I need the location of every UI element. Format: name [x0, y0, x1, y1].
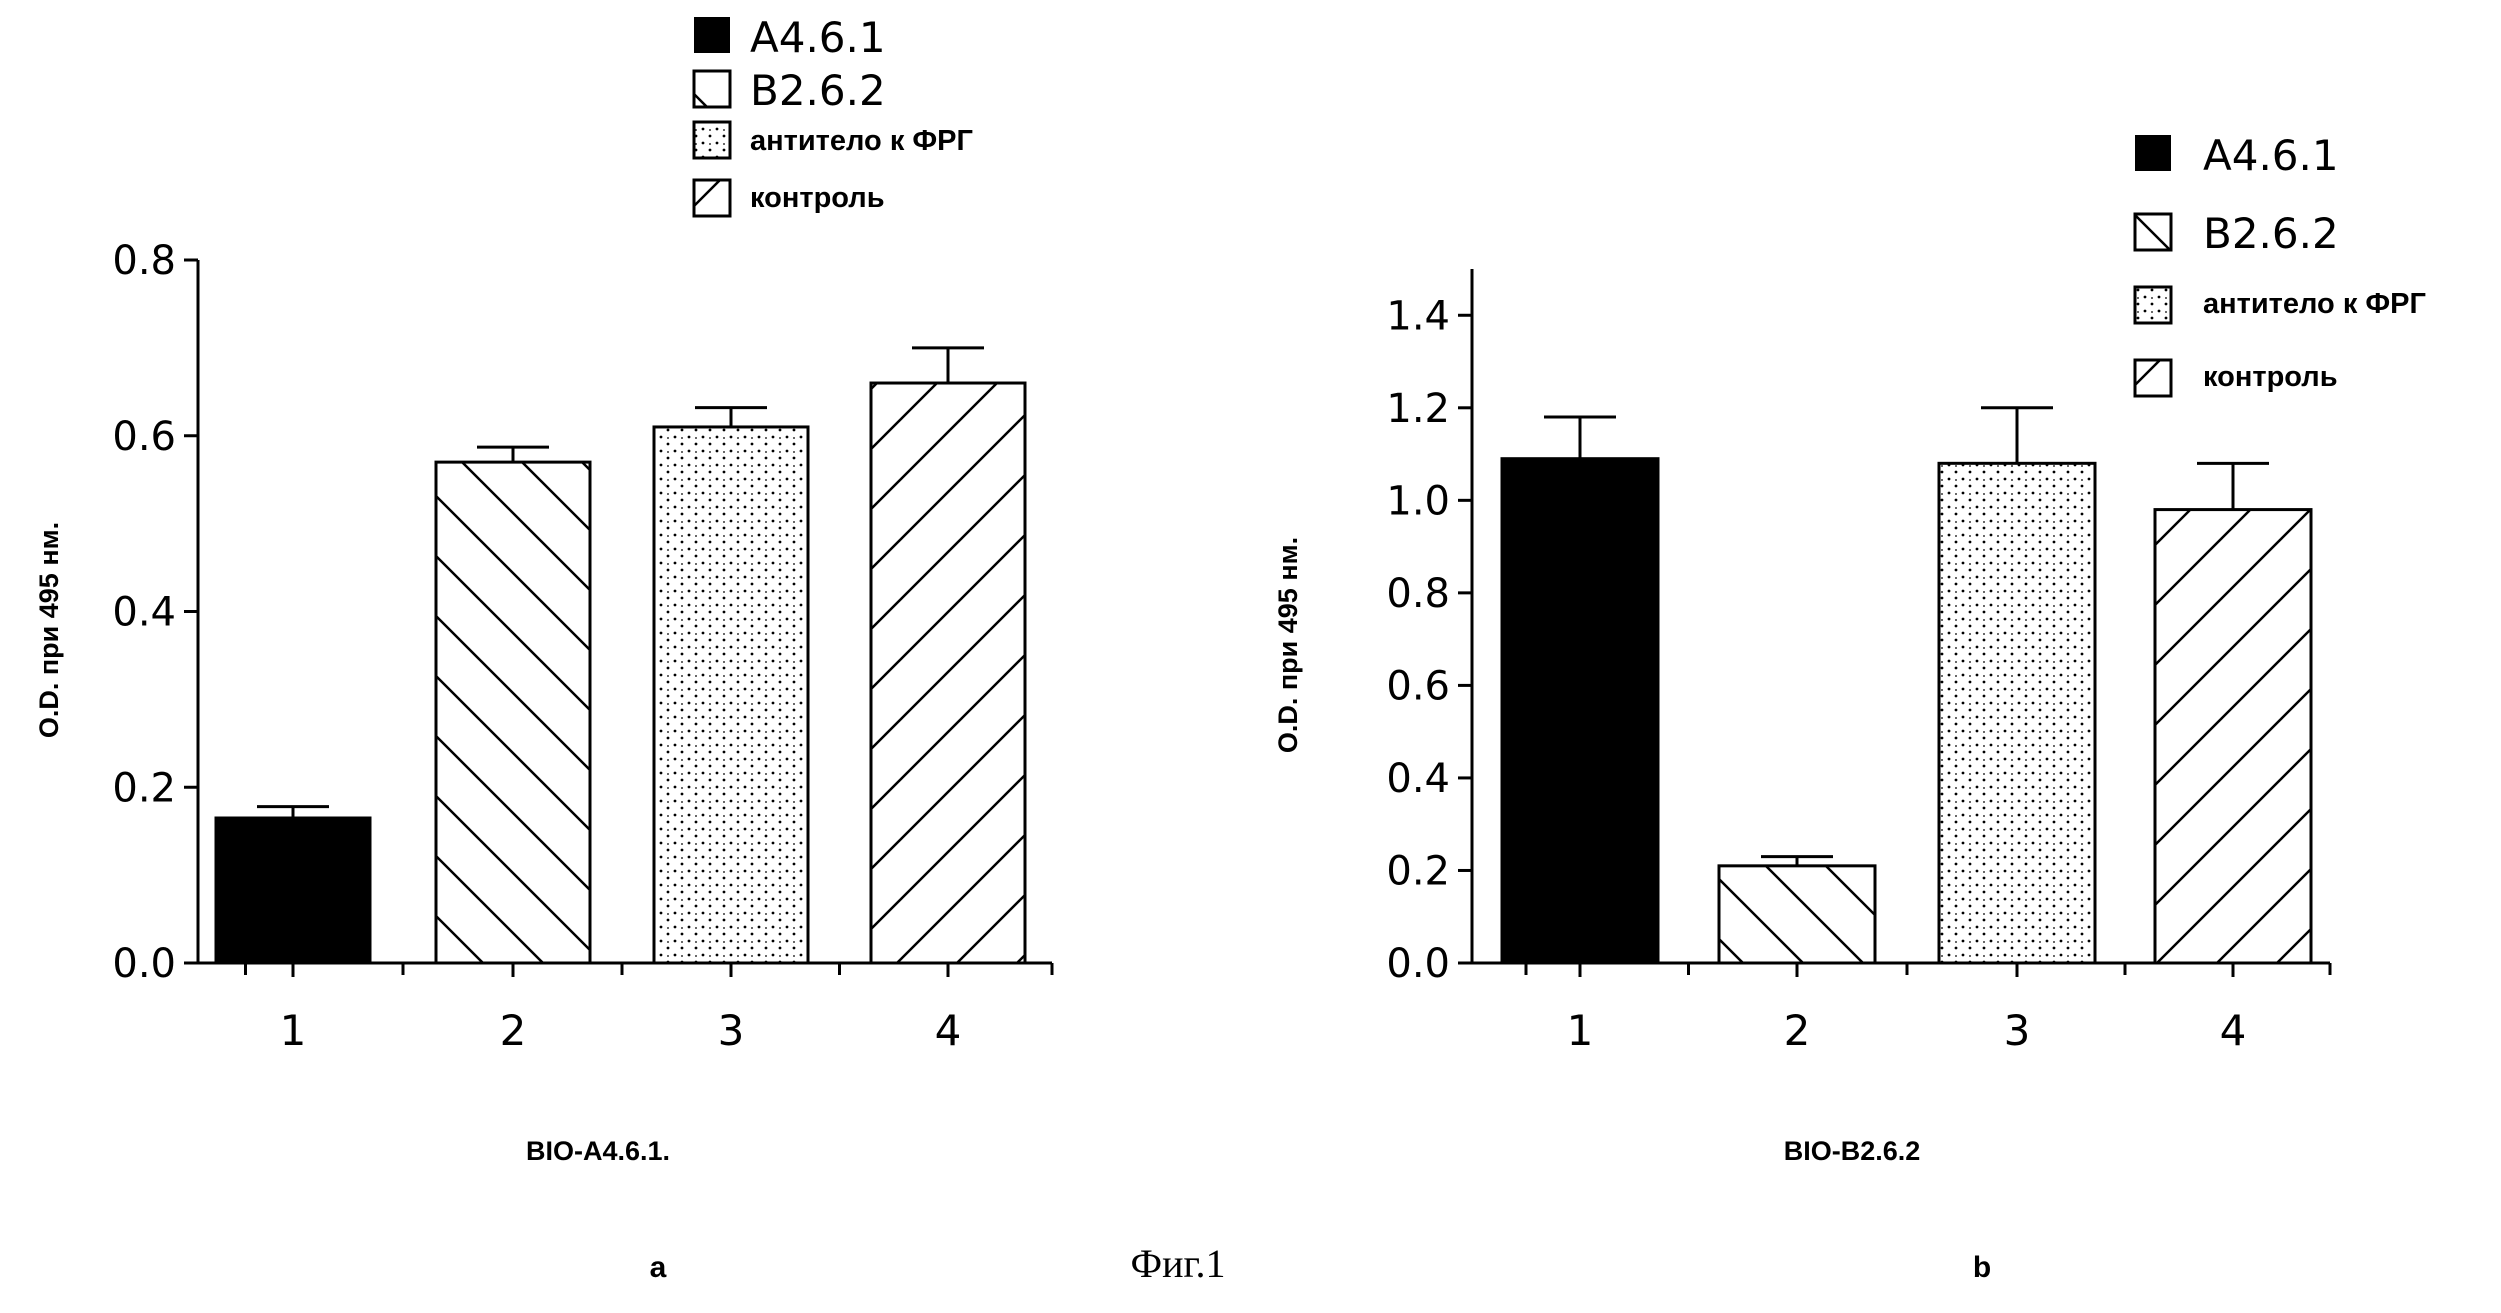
bar-b-1 — [1502, 459, 1658, 963]
bar-b-2 — [1719, 866, 1875, 963]
figure-caption: Фиг.1 — [1131, 1241, 1226, 1286]
y-tick-label-a: 0.6 — [112, 414, 176, 460]
y-axis-label-b: O.D. при 495 нм. — [1273, 537, 1303, 753]
legend-b-swatch-3 — [2135, 287, 2171, 323]
y-tick-label-a: 0.2 — [112, 765, 176, 811]
legend-a-label-2: B2.6.2 — [750, 66, 886, 115]
legend-a-label-4: контроль — [750, 182, 885, 214]
panel-a: A4.6.1 B2.6.2 антитело к ФРГ контроль O.… — [34, 13, 1052, 1284]
legend-a-label-1: A4.6.1 — [750, 13, 886, 62]
y-axis-label-a: O.D. при 495 нм. — [34, 522, 64, 738]
category-label-a-2: 2 — [500, 1006, 527, 1055]
legend-b: A4.6.1 B2.6.2 антитело к ФРГ контроль — [2135, 131, 2426, 396]
y-tick-label-b: 0.8 — [1386, 571, 1450, 617]
category-label-b-3: 3 — [2004, 1006, 2031, 1055]
chart-b: 0.0 0.2 0.4 0.6 0.8 1.0 1.2 1.4 1 2 3 4 — [1386, 269, 2330, 1055]
legend-b-label-4: контроль — [2203, 361, 2338, 393]
bar-b-4 — [2155, 510, 2311, 963]
bar-a-4 — [871, 383, 1025, 963]
bar-a-1 — [216, 818, 370, 963]
panel-label-a: a — [650, 1251, 667, 1284]
legend-b-swatch-4 — [2135, 360, 2171, 396]
bar-a-3 — [654, 427, 808, 963]
category-label-a-1: 1 — [280, 1006, 307, 1055]
category-label-a-3: 3 — [718, 1006, 745, 1055]
panel-b: A4.6.1 B2.6.2 антитело к ФРГ контроль O.… — [1273, 131, 2426, 1284]
y-tick-label-b: 0.6 — [1386, 663, 1450, 709]
legend-b-label-1: A4.6.1 — [2203, 131, 2339, 180]
legend-a-swatch-1 — [694, 17, 730, 53]
panel-label-b: b — [1973, 1251, 1991, 1284]
x-axis-label-b: BIO-B2.6.2 — [1784, 1136, 1921, 1166]
y-tick-label-a: 0.0 — [112, 941, 176, 987]
y-tick-label-a: 0.8 — [112, 238, 176, 284]
y-tick-label-b: 1.2 — [1386, 386, 1450, 432]
legend-a-swatch-4 — [694, 180, 730, 216]
bar-a-2 — [436, 462, 590, 963]
y-tick-label-b: 0.2 — [1386, 848, 1450, 894]
legend-b-label-2: B2.6.2 — [2203, 209, 2339, 258]
legend-a-swatch-2 — [694, 71, 730, 107]
legend-b-label-3: антитело к ФРГ — [2203, 288, 2426, 320]
legend-a-label-3: антитело к ФРГ — [750, 125, 973, 157]
legend-b-swatch-1 — [2135, 135, 2171, 171]
category-label-b-4: 4 — [2220, 1006, 2247, 1055]
x-axis-label-a: BIO-A4.6.1. — [526, 1136, 670, 1166]
legend-b-swatch-2 — [2135, 214, 2171, 250]
y-tick-label-a: 0.4 — [112, 590, 176, 636]
chart-a: 0.0 0.2 0.4 0.6 0.8 1 2 3 4 — [112, 238, 1052, 1055]
legend-a: A4.6.1 B2.6.2 антитело к ФРГ контроль — [694, 13, 973, 216]
category-label-b-2: 2 — [1784, 1006, 1811, 1055]
y-tick-label-b: 1.0 — [1386, 478, 1450, 524]
y-tick-label-b: 0.0 — [1386, 941, 1450, 987]
bar-b-3 — [1939, 463, 2095, 963]
y-tick-label-b: 1.4 — [1386, 293, 1450, 339]
y-tick-label-b: 0.4 — [1386, 756, 1450, 802]
category-label-a-4: 4 — [935, 1006, 962, 1055]
category-label-b-1: 1 — [1567, 1006, 1594, 1055]
legend-a-swatch-3 — [694, 122, 730, 158]
